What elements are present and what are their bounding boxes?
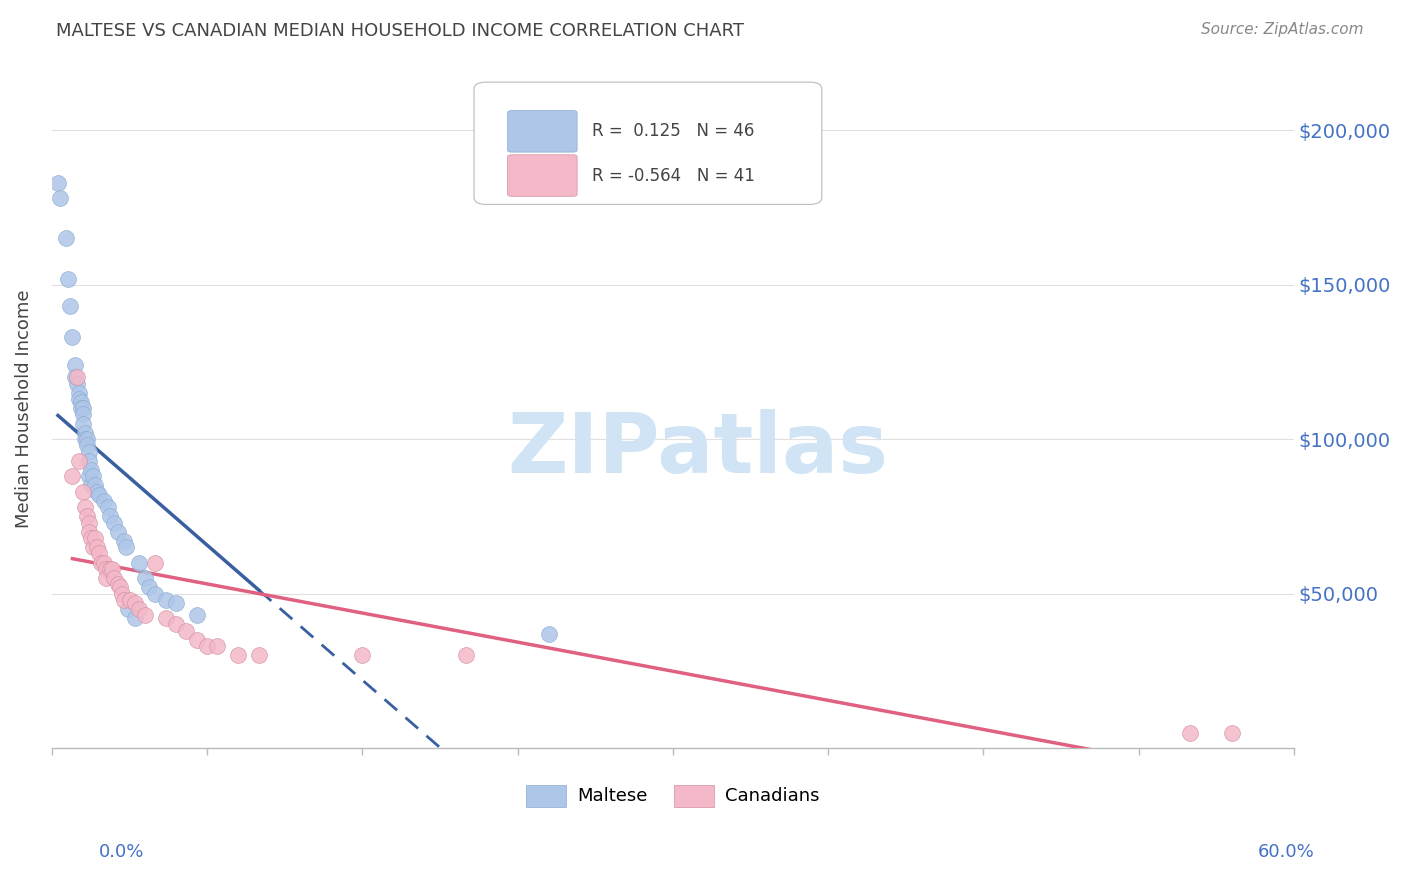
Point — [143, 586, 166, 600]
Point — [65, 370, 87, 384]
Point — [134, 608, 156, 623]
Point — [72, 417, 94, 431]
Point — [72, 401, 94, 416]
Point — [77, 469, 100, 483]
Point — [107, 577, 129, 591]
Point — [186, 608, 208, 623]
Point — [94, 571, 117, 585]
Point — [93, 556, 115, 570]
Point — [155, 611, 177, 625]
Point — [1180, 725, 1202, 739]
Point — [84, 531, 107, 545]
Point — [49, 191, 72, 205]
Point — [186, 632, 208, 647]
Point — [80, 478, 103, 492]
FancyBboxPatch shape — [508, 155, 576, 196]
Point — [89, 488, 111, 502]
Point — [103, 516, 125, 530]
FancyBboxPatch shape — [508, 111, 576, 153]
Point — [112, 592, 135, 607]
Point — [155, 592, 177, 607]
Point — [128, 602, 150, 616]
Point — [77, 516, 100, 530]
Point — [46, 176, 69, 190]
Point — [107, 524, 129, 539]
Point — [207, 639, 229, 653]
Point — [69, 401, 91, 416]
Point — [77, 524, 100, 539]
Point — [108, 581, 131, 595]
Point — [63, 358, 86, 372]
Text: R =  0.125   N = 46: R = 0.125 N = 46 — [592, 122, 755, 140]
Point — [124, 596, 146, 610]
Point — [86, 484, 108, 499]
Point — [84, 478, 107, 492]
Point — [62, 330, 84, 344]
Point — [76, 438, 98, 452]
Point — [537, 626, 560, 640]
Point — [80, 531, 103, 545]
FancyBboxPatch shape — [474, 82, 821, 204]
Text: R = -0.564   N = 41: R = -0.564 N = 41 — [592, 167, 755, 185]
Point — [76, 509, 98, 524]
Point — [65, 376, 87, 391]
Point — [62, 469, 84, 483]
Point — [115, 541, 138, 555]
Point — [195, 639, 218, 653]
Point — [82, 541, 104, 555]
Point — [73, 500, 96, 515]
Point — [93, 494, 115, 508]
Point — [69, 395, 91, 409]
Point — [143, 556, 166, 570]
Point — [134, 571, 156, 585]
Point — [67, 392, 90, 406]
Point — [94, 562, 117, 576]
Point — [73, 432, 96, 446]
Point — [89, 546, 111, 560]
Point — [352, 648, 374, 663]
Point — [247, 648, 270, 663]
Point — [101, 562, 124, 576]
Text: 60.0%: 60.0% — [1258, 843, 1315, 861]
Point — [90, 556, 112, 570]
Point — [72, 408, 94, 422]
Point — [165, 617, 187, 632]
Y-axis label: Median Household Income: Median Household Income — [15, 289, 32, 527]
Point — [77, 454, 100, 468]
Text: Source: ZipAtlas.com: Source: ZipAtlas.com — [1201, 22, 1364, 37]
Point — [67, 385, 90, 400]
Text: MALTESE VS CANADIAN MEDIAN HOUSEHOLD INCOME CORRELATION CHART: MALTESE VS CANADIAN MEDIAN HOUSEHOLD INC… — [56, 22, 744, 40]
Point — [82, 469, 104, 483]
Point — [76, 432, 98, 446]
Point — [63, 370, 86, 384]
Point — [124, 611, 146, 625]
Point — [97, 500, 120, 515]
Point — [128, 556, 150, 570]
Point — [1220, 725, 1243, 739]
Point — [72, 484, 94, 499]
Point — [55, 231, 77, 245]
Point — [120, 592, 142, 607]
Legend: Maltese, Canadians: Maltese, Canadians — [519, 777, 827, 814]
Point — [112, 534, 135, 549]
Point — [98, 562, 121, 576]
Point — [454, 648, 477, 663]
Point — [59, 299, 82, 313]
Point — [58, 271, 80, 285]
Point — [86, 541, 108, 555]
Point — [98, 509, 121, 524]
Point — [80, 463, 103, 477]
Point — [176, 624, 198, 638]
Text: ZIPatlas: ZIPatlas — [508, 409, 889, 490]
Point — [165, 596, 187, 610]
Point — [77, 444, 100, 458]
Point — [111, 586, 134, 600]
Point — [117, 602, 139, 616]
Text: 0.0%: 0.0% — [98, 843, 143, 861]
Point — [103, 571, 125, 585]
Point — [73, 425, 96, 440]
Point — [138, 581, 160, 595]
Point — [67, 454, 90, 468]
Point — [226, 648, 249, 663]
